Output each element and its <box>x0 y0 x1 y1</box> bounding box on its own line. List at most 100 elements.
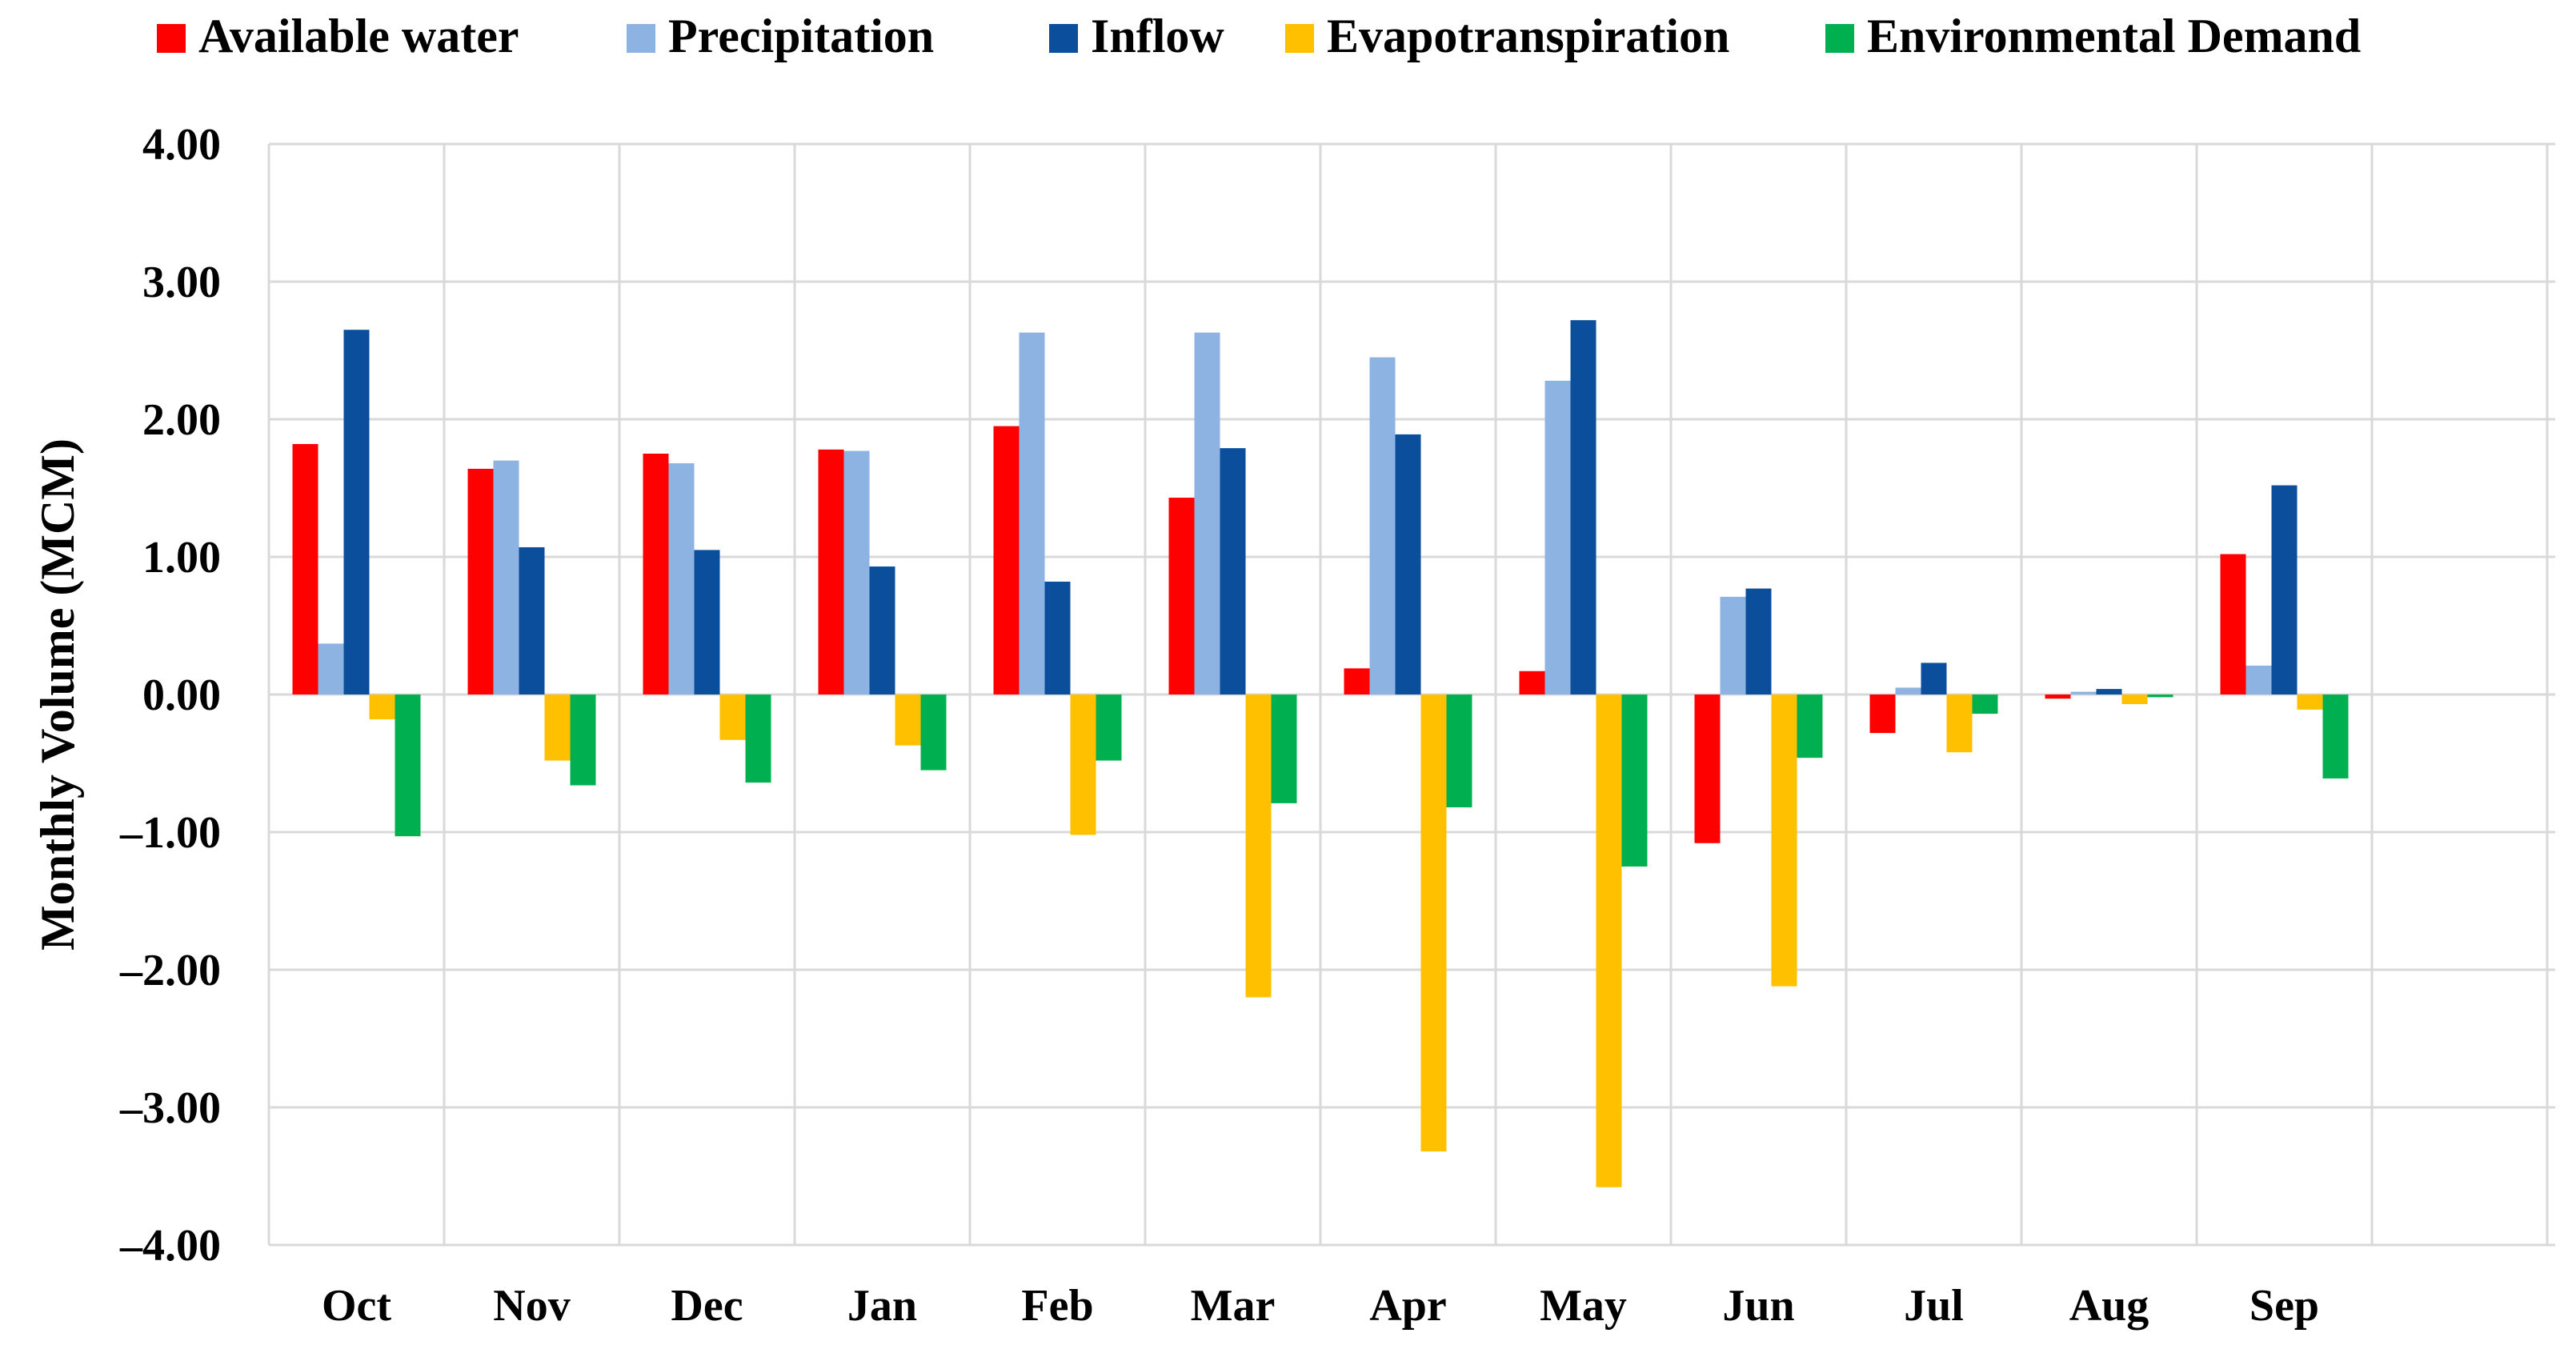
bar-environmental-demand-sep <box>2322 695 2349 779</box>
bar-inflow-may <box>1570 320 1596 695</box>
x-tick-label: Apr <box>1369 1281 1446 1331</box>
bar-inflow-aug <box>2096 689 2122 695</box>
y-axis-tick-labels: 4.00 3.00 2.00 1.00 0.00 –1.00 –2.00 –3.00 –4.00 <box>119 120 221 1271</box>
bar-precipitation-mar <box>1194 332 1220 695</box>
bar-environmental-demand-aug <box>2147 695 2173 698</box>
bar-available-water-may <box>1519 670 1545 695</box>
legend-label: Precipitation <box>668 10 934 62</box>
bar-inflow-nov <box>519 546 545 695</box>
bar-available-water-dec <box>643 454 669 695</box>
y-tick-label: 0.00 <box>142 670 221 720</box>
bar-precipitation-jun <box>1720 596 1746 695</box>
bar-evapotranspiration-nov <box>544 695 571 761</box>
y-tick-label: –3.00 <box>119 1083 221 1133</box>
y-tick-label: –4.00 <box>119 1221 221 1271</box>
bar-evapotranspiration-dec <box>719 695 746 740</box>
x-tick-label: May <box>1540 1281 1627 1331</box>
bar-environmental-demand-may <box>1621 695 1648 867</box>
x-tick-label: Nov <box>493 1281 570 1331</box>
y-tick-label: 2.00 <box>142 395 221 445</box>
bar-inflow-sep <box>2271 485 2298 695</box>
bar-evapotranspiration-oct <box>369 695 395 719</box>
bar-environmental-demand-jan <box>920 695 947 771</box>
x-tick-label: Oct <box>322 1281 391 1331</box>
bar-available-water-aug <box>2045 695 2071 699</box>
bar-evapotranspiration-jul <box>1946 695 1973 753</box>
bar-inflow-jun <box>1745 588 1772 695</box>
bar-evapotranspiration-feb <box>1070 695 1096 835</box>
legend-swatch <box>1285 24 1314 53</box>
legend-item-inflow: Inflow <box>1049 10 1224 62</box>
legend-swatch <box>157 24 186 53</box>
bar-inflow-apr <box>1395 434 1421 695</box>
bar-precipitation-may <box>1544 380 1571 695</box>
bar-available-water-nov <box>467 468 494 695</box>
x-tick-label: Feb <box>1021 1281 1093 1331</box>
bar-evapotranspiration-aug <box>2121 695 2148 705</box>
bar-evapotranspiration-sep <box>2297 695 2323 710</box>
x-tick-label: Jan <box>847 1281 917 1331</box>
bar-available-water-jul <box>1869 695 1896 734</box>
legend-label: Evapotranspiration <box>1327 10 1729 62</box>
x-tick-label: Jul <box>1904 1281 1964 1331</box>
bar-precipitation-sep <box>2245 665 2272 695</box>
x-tick-label: Mar <box>1191 1281 1276 1331</box>
bar-available-water-apr <box>1344 668 1370 695</box>
bar-precipitation-aug <box>2070 691 2097 695</box>
bar-available-water-mar <box>1168 498 1195 695</box>
bars <box>292 320 2349 1187</box>
bar-inflow-oct <box>343 330 370 695</box>
legend-item-precipitation: Precipitation <box>627 10 934 62</box>
legend-label: Available water <box>198 10 519 62</box>
legend: Available water Precipitation Inflow Evapot… <box>157 10 2361 62</box>
bar-precipitation-jul <box>1895 687 1921 695</box>
bar-evapotranspiration-apr <box>1420 695 1447 1152</box>
bar-available-water-sep <box>2220 554 2246 695</box>
bar-inflow-feb <box>1044 581 1071 695</box>
bar-environmental-demand-jul <box>1972 695 1998 715</box>
bar-environmental-demand-mar <box>1271 695 1297 803</box>
legend-item-environmental-demand: Environmental Demand <box>1825 10 2361 62</box>
bar-inflow-jul <box>1921 662 1947 695</box>
bar-available-water-oct <box>292 443 318 695</box>
x-tick-label: Dec <box>671 1281 743 1331</box>
bar-inflow-dec <box>694 550 720 695</box>
legend-label: Environmental Demand <box>1867 10 2361 62</box>
bar-available-water-jan <box>818 449 844 695</box>
bar-environmental-demand-nov <box>570 695 596 786</box>
bar-environmental-demand-dec <box>745 695 771 783</box>
y-tick-label: –2.00 <box>119 946 221 995</box>
legend-label: Inflow <box>1091 10 1224 62</box>
bar-inflow-mar <box>1220 448 1246 695</box>
bar-precipitation-dec <box>668 463 695 695</box>
x-tick-label: Aug <box>2069 1281 2149 1331</box>
y-tick-label: 3.00 <box>142 258 221 307</box>
y-axis-title: Monthly Volume (MCM) <box>31 438 84 951</box>
y-tick-label: 1.00 <box>142 533 221 582</box>
bar-evapotranspiration-jun <box>1771 695 1797 987</box>
legend-swatch <box>1825 24 1854 53</box>
x-axis-tick-labels: Oct Nov Dec Jan Feb Mar Apr May Jun Jul Aug Sep <box>322 1281 2319 1331</box>
bar-precipitation-feb <box>1019 332 1045 695</box>
bar-available-water-jun <box>1694 695 1721 843</box>
bar-precipitation-oct <box>318 643 344 695</box>
legend-item-available-water: Available water <box>157 10 519 62</box>
legend-swatch <box>627 24 655 53</box>
bar-precipitation-nov <box>493 460 519 695</box>
bar-environmental-demand-apr <box>1446 695 1472 808</box>
bar-evapotranspiration-may <box>1596 695 1622 1187</box>
bar-environmental-demand-feb <box>1096 695 1122 761</box>
bar-precipitation-jan <box>843 450 870 695</box>
gridlines <box>267 142 2555 1247</box>
bar-available-water-feb <box>993 426 1020 695</box>
x-tick-label: Sep <box>2249 1281 2319 1331</box>
legend-item-evapotranspiration: Evapotranspiration <box>1285 10 1729 62</box>
y-tick-label: –1.00 <box>119 808 221 858</box>
y-tick-label: 4.00 <box>142 120 221 170</box>
bar-evapotranspiration-jan <box>895 695 921 746</box>
x-tick-label: Jun <box>1722 1281 1794 1331</box>
bar-environmental-demand-oct <box>395 695 421 837</box>
bar-environmental-demand-jun <box>1797 695 1823 759</box>
bar-inflow-jan <box>869 566 895 695</box>
